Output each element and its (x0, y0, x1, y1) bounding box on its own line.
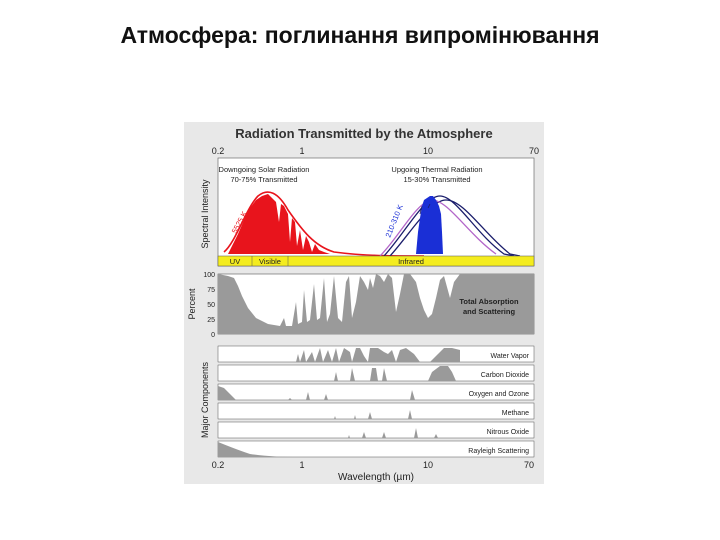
component-label-rayleigh-scattering: Rayleigh Scattering (468, 448, 529, 455)
thermal-label-line1: Upgoing Thermal Radiation (391, 165, 482, 174)
atmosphere-radiation-figure: Radiation Transmitted by the Atmosphere … (184, 122, 544, 484)
absorption-y-tick: 75 (207, 287, 215, 294)
nitrous-oxide-absorption (348, 428, 438, 438)
major-components-ylabel: Major Components (200, 361, 210, 438)
component-label-water-vapor: Water Vapor (490, 353, 529, 360)
bottom-x-axis: 0.2 1 10 70 (212, 460, 534, 470)
top-x-tick: 0.2 (212, 146, 225, 156)
absorption-y-tick: 0 (211, 332, 215, 339)
absorption-label-line1: Total Absorption (459, 297, 519, 306)
top-x-tick: 1 (299, 146, 304, 156)
water-vapor-absorption (296, 348, 460, 362)
carbon-dioxide-absorption (334, 366, 456, 381)
band-visible-label: Visible (259, 257, 281, 266)
solar-label-line2: 70-75% Transmitted (230, 175, 297, 184)
top-x-tick: 70 (529, 146, 539, 156)
nitrous-oxide-panel (217, 421, 535, 439)
band-uv-label: UV (230, 257, 240, 266)
total-absorption-panel: Total Absorption and Scattering 100 75 5… (203, 272, 535, 339)
band-infrared-label: Infrared (398, 257, 424, 266)
bottom-x-tick: 70 (524, 460, 534, 470)
absorption-y-tick: 100 (203, 272, 215, 279)
spectral-intensity-panel: Downgoing Solar Radiation 70-75% Transmi… (217, 157, 535, 267)
bottom-x-tick: 0.2 (212, 460, 225, 470)
absorption-y-tick: 25 (207, 317, 215, 324)
top-x-tick: 10 (423, 146, 433, 156)
solar-label-line1: Downgoing Solar Radiation (219, 165, 310, 174)
component-label-nitrous-oxide: Nitrous Oxide (487, 429, 530, 436)
figure-title: Radiation Transmitted by the Atmosphere (235, 126, 492, 141)
component-label-methane: Methane (502, 410, 529, 417)
bottom-x-tick: 10 (423, 460, 433, 470)
solar-transmitted-area (228, 194, 334, 254)
spectral-intensity-ylabel: Spectral Intensity (200, 179, 210, 249)
absorption-label-line2: and Scattering (463, 307, 516, 316)
thermal-label-line2: 15-30% Transmitted (403, 175, 470, 184)
bottom-x-tick: 1 (299, 460, 304, 470)
absorption-y-tick: 50 (207, 302, 215, 309)
thermal-transmitted-area (416, 196, 443, 254)
band-strip (217, 255, 535, 267)
rayleigh-scattering-area (218, 442, 294, 457)
slide-title: Атмосфера: поглинання випромінювання (120, 22, 600, 48)
major-components-panels: Water Vapor Carbon Dioxide Oxygen and Oz… (217, 345, 535, 458)
top-x-axis: 0.2 1 10 70 (212, 146, 539, 156)
thermal-curve-310k (383, 195, 515, 257)
total-absorption-area (218, 274, 534, 334)
methane-panel (217, 402, 535, 420)
solar-blackbody-curve (223, 191, 425, 257)
component-label-oxygen-ozone: Oxygen and Ozone (469, 391, 529, 398)
x-axis-label: Wavelength (µm) (338, 472, 414, 483)
component-label-carbon-dioxide: Carbon Dioxide (481, 372, 529, 379)
absorption-ylabel: Percent (187, 288, 197, 320)
thermal-curve-260k (389, 199, 521, 257)
